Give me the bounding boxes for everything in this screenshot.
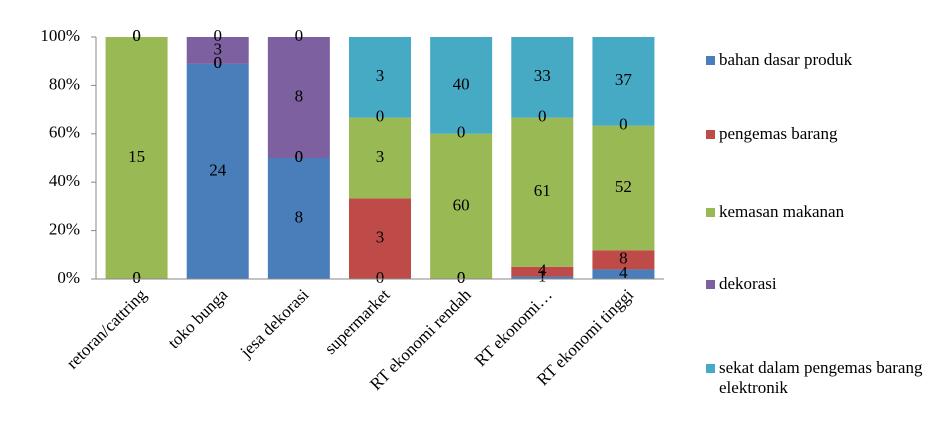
- data-label: 4: [619, 263, 628, 282]
- x-tick-label: toko bunga: [164, 285, 232, 353]
- bar-segment: [186, 63, 249, 280]
- data-label: 0: [213, 26, 222, 45]
- data-label: 0: [295, 147, 304, 166]
- legend-label: bahan dasar produk: [719, 50, 853, 69]
- data-label: 0: [213, 53, 222, 72]
- data-label: 0: [132, 268, 141, 287]
- bar-segment: [592, 37, 655, 126]
- data-label: 0: [376, 107, 385, 126]
- y-tick-label: 80%: [49, 74, 80, 93]
- data-label: 52: [615, 177, 632, 196]
- legend-swatch: [706, 280, 715, 289]
- y-tick-label: 0%: [57, 268, 80, 287]
- data-label: 0: [132, 268, 141, 287]
- bar-segment: [592, 250, 655, 270]
- data-label: 0: [457, 268, 466, 287]
- legend-swatch: [706, 56, 715, 65]
- bar-segment: [592, 125, 655, 251]
- legend-item: kemasan makanan: [706, 202, 926, 222]
- data-label: 0: [132, 26, 141, 45]
- x-tick-label: jesa dekorasi: [236, 285, 313, 362]
- data-label: 3: [376, 147, 385, 166]
- data-label: 0: [538, 107, 547, 126]
- bar-segment: [267, 37, 330, 158]
- bar-segment: [105, 37, 168, 279]
- data-label: 0: [132, 26, 141, 45]
- data-label: 1: [538, 267, 547, 286]
- data-label: 37: [615, 70, 633, 89]
- data-label: 0: [295, 26, 304, 45]
- data-label: 0: [376, 268, 385, 287]
- data-label: 0: [457, 268, 466, 287]
- legend-swatch: [706, 364, 715, 373]
- legend-label: kemasan makanan: [719, 202, 845, 221]
- legend-label: dekorasi: [719, 274, 777, 293]
- legend-label: sekat dalam pengemas barang elektronik: [719, 358, 923, 397]
- bar-segment: [511, 266, 574, 277]
- bar-segment: [349, 37, 411, 118]
- data-label: 24: [209, 160, 227, 179]
- legend-label: pengemas barang: [719, 124, 838, 143]
- y-tick-label: 20%: [49, 220, 80, 239]
- bar-segment: [267, 158, 330, 279]
- x-tick-label: supermarket: [321, 285, 394, 358]
- data-label: 8: [619, 249, 628, 268]
- y-tick-label: 60%: [49, 123, 80, 142]
- data-label: 0: [619, 115, 628, 134]
- data-label: 8: [295, 207, 304, 226]
- data-label: 4: [538, 261, 547, 280]
- bar-segment: [511, 276, 574, 279]
- y-tick-label: 40%: [49, 171, 80, 190]
- legend-item: sekat dalam pengemas barang elektronik: [706, 358, 926, 398]
- bar-segment: [349, 198, 411, 279]
- data-label: 0: [213, 53, 222, 72]
- bar-segment: [430, 37, 493, 134]
- data-label: 0: [295, 147, 304, 166]
- y-tick-label: 100%: [40, 26, 80, 45]
- data-label: 3: [213, 39, 222, 58]
- bar-segment: [511, 37, 574, 118]
- data-label: 60: [453, 195, 470, 214]
- data-label: 15: [128, 147, 145, 166]
- bar-segment: [186, 37, 249, 64]
- bar-segment: [430, 133, 493, 279]
- legend-item: dekorasi: [706, 274, 926, 294]
- x-tick-label: RT ekonomi…: [471, 285, 556, 370]
- data-label: 3: [376, 66, 385, 85]
- data-label: 0: [457, 123, 466, 142]
- legend-item: bahan dasar produk: [706, 50, 926, 70]
- x-tick-label: retoran/cattring: [63, 285, 151, 373]
- data-label: 8: [295, 86, 304, 105]
- bar-segment: [592, 269, 655, 279]
- data-label: 3: [376, 228, 385, 247]
- legend-swatch: [706, 208, 715, 217]
- legend-swatch: [706, 130, 715, 139]
- data-label: 40: [453, 74, 470, 93]
- legend-item: pengemas barang: [706, 124, 926, 144]
- bar-segment: [511, 117, 574, 267]
- data-label: 61: [534, 181, 551, 200]
- data-label: 33: [534, 66, 551, 85]
- bar-segment: [349, 117, 411, 199]
